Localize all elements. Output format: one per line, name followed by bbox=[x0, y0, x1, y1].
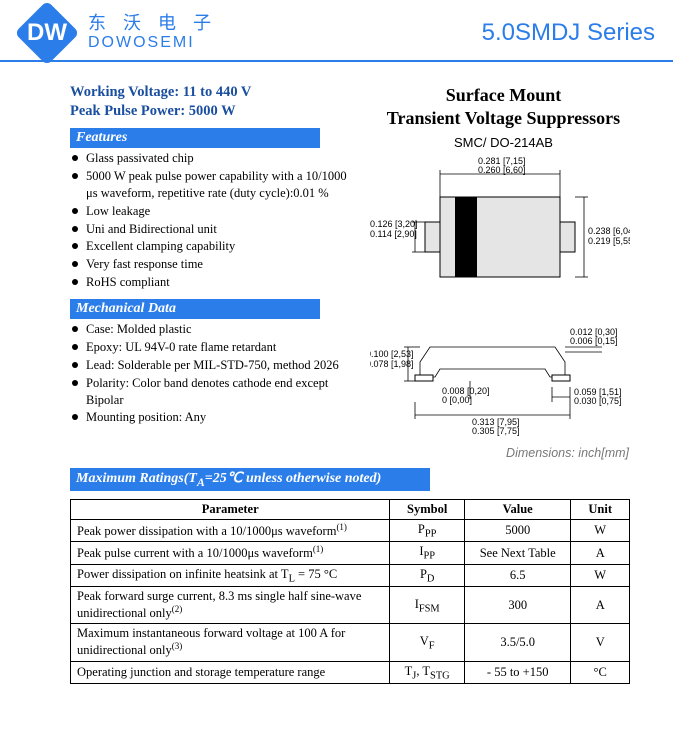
dimensions-note: Dimensions: inch[mm] bbox=[370, 446, 637, 460]
symbol-cell: IPP bbox=[390, 542, 465, 565]
list-item: Very fast response time bbox=[72, 256, 360, 273]
dim-r-top: 0.238 [6,04] bbox=[588, 226, 630, 236]
features-list: Glass passivated chip5000 W peak pulse p… bbox=[70, 150, 360, 291]
title-line2: Transient Voltage Suppressors bbox=[370, 107, 637, 130]
page-header: DW 东 沃 电 子 DOWOSEMI 5.0SMDJ Series bbox=[0, 0, 673, 62]
dim-r-bot: 0.219 [5,55] bbox=[588, 236, 630, 246]
right-column: Surface Mount Transient Voltage Suppress… bbox=[370, 84, 637, 460]
working-voltage: Working Voltage: 11 to 440 V bbox=[70, 84, 360, 101]
value-cell: - 55 to +150 bbox=[464, 661, 570, 684]
peak-pulse: Peak Pulse Power: 5000 W bbox=[70, 103, 360, 120]
table-header: Unit bbox=[571, 499, 630, 519]
dim-h-bot: 0.114 [2,90] bbox=[370, 229, 417, 239]
list-item: Epoxy: UL 94V-0 rate flame retardant bbox=[72, 339, 360, 356]
mr-head-2: =25℃ unless otherwise noted) bbox=[205, 471, 382, 486]
param-cell: Power dissipation on infinite heatsink a… bbox=[71, 564, 390, 587]
param-cell: Peak pulse current with a 10/1000μs wave… bbox=[71, 542, 390, 565]
main-columns: Working Voltage: 11 to 440 V Peak Pulse … bbox=[0, 62, 673, 460]
brand-en: DOWOSEMI bbox=[88, 34, 217, 52]
title-line1: Surface Mount bbox=[370, 84, 637, 107]
dim-d5-bot: 0.305 [7,75] bbox=[472, 426, 520, 436]
symbol-cell: TJ, TSTG bbox=[390, 661, 465, 684]
mechanical-list: Case: Molded plasticEpoxy: UL 94V-0 rate… bbox=[70, 321, 360, 426]
package-label: SMC/ DO-214AB bbox=[370, 135, 637, 150]
unit-cell: W bbox=[571, 564, 630, 587]
list-item: Glass passivated chip bbox=[72, 150, 360, 167]
value-cell: 300 bbox=[464, 587, 570, 624]
logo-w: W bbox=[44, 19, 67, 47]
dim-d2-top: 0.100 [2,53] bbox=[370, 349, 414, 359]
unit-cell: A bbox=[571, 587, 630, 624]
symbol-cell: PPP bbox=[390, 519, 465, 542]
table-row: Peak pulse current with a 10/1000μs wave… bbox=[71, 542, 630, 565]
unit-cell: °C bbox=[571, 661, 630, 684]
table-header: Symbol bbox=[390, 499, 465, 519]
table-header: Parameter bbox=[71, 499, 390, 519]
features-heading: Features bbox=[70, 128, 320, 148]
param-cell: Maximum instantaneous forward voltage at… bbox=[71, 624, 390, 661]
mechanical-heading: Mechanical Data bbox=[70, 299, 320, 319]
max-ratings-heading: Maximum Ratings(TA=25℃ unless otherwise … bbox=[70, 468, 430, 491]
symbol-cell: VF bbox=[390, 624, 465, 661]
title-block: Surface Mount Transient Voltage Suppress… bbox=[370, 84, 637, 129]
param-cell: Peak forward surge current, 8.3 ms singl… bbox=[71, 587, 390, 624]
table-row: Power dissipation on infinite heatsink a… bbox=[71, 564, 630, 587]
list-item: Mounting position: Any bbox=[72, 409, 360, 426]
param-cell: Peak power dissipation with a 10/1000μs … bbox=[71, 519, 390, 542]
dim-d2-bot: 0.078 [1,98] bbox=[370, 359, 414, 369]
max-ratings-table: ParameterSymbolValueUnit Peak power diss… bbox=[70, 499, 630, 684]
list-item: Lead: Solderable per MIL-STD-750, method… bbox=[72, 357, 360, 374]
dim-d1-bot: 0.006 [0,15] bbox=[570, 336, 618, 346]
value-cell: 6.5 bbox=[464, 564, 570, 587]
dim-d3-bot: 0 [0,00] bbox=[442, 395, 472, 405]
mr-head-sub: A bbox=[197, 476, 205, 489]
value-cell: 3.5/5.0 bbox=[464, 624, 570, 661]
brand-cn: 东 沃 电 子 bbox=[88, 14, 217, 34]
package-side-view: 0.012 [0,30] 0.006 [0,15] 0.100 [2,53] 0… bbox=[370, 307, 630, 437]
dim-h-top: 0.126 [3,20] bbox=[370, 219, 418, 229]
series-title: 5.0SMDJ Series bbox=[482, 19, 655, 47]
package-top-view: 0.281 [7,15] 0.260 [6,60] 0.126 [3,20] 0… bbox=[370, 152, 630, 302]
table-header-row: ParameterSymbolValueUnit bbox=[71, 499, 630, 519]
table-header: Value bbox=[464, 499, 570, 519]
list-item: RoHS compliant bbox=[72, 274, 360, 291]
unit-cell: W bbox=[571, 519, 630, 542]
logo-diamond: DW bbox=[14, 0, 79, 65]
list-item: Polarity: Color band denotes cathode end… bbox=[72, 375, 360, 409]
mr-head-1: Maximum Ratings(T bbox=[76, 471, 197, 486]
table-row: Peak forward surge current, 8.3 ms singl… bbox=[71, 587, 630, 624]
table-row: Operating junction and storage temperatu… bbox=[71, 661, 630, 684]
unit-cell: A bbox=[571, 542, 630, 565]
logo-d: D bbox=[27, 19, 44, 47]
brand-block: 东 沃 电 子 DOWOSEMI bbox=[88, 14, 217, 51]
list-item: Low leakage bbox=[72, 203, 360, 220]
logo-letters: DW bbox=[27, 19, 67, 47]
value-cell: 5000 bbox=[464, 519, 570, 542]
param-cell: Operating junction and storage temperatu… bbox=[71, 661, 390, 684]
dim-d4-bot: 0.030 [0,75] bbox=[574, 396, 622, 406]
dim-w-bot: 0.260 [6,60] bbox=[478, 165, 526, 175]
list-item: Excellent clamping capability bbox=[72, 238, 360, 255]
list-item: 5000 W peak pulse power capability with … bbox=[72, 168, 360, 202]
value-cell: See Next Table bbox=[464, 542, 570, 565]
symbol-cell: PD bbox=[390, 564, 465, 587]
table-row: Maximum instantaneous forward voltage at… bbox=[71, 624, 630, 661]
list-item: Case: Molded plastic bbox=[72, 321, 360, 338]
list-item: Uni and Bidirectional unit bbox=[72, 221, 360, 238]
table-row: Peak power dissipation with a 10/1000μs … bbox=[71, 519, 630, 542]
left-column: Working Voltage: 11 to 440 V Peak Pulse … bbox=[70, 84, 360, 460]
symbol-cell: IFSM bbox=[390, 587, 465, 624]
unit-cell: V bbox=[571, 624, 630, 661]
max-ratings-section: Maximum Ratings(TA=25℃ unless otherwise … bbox=[0, 460, 673, 684]
